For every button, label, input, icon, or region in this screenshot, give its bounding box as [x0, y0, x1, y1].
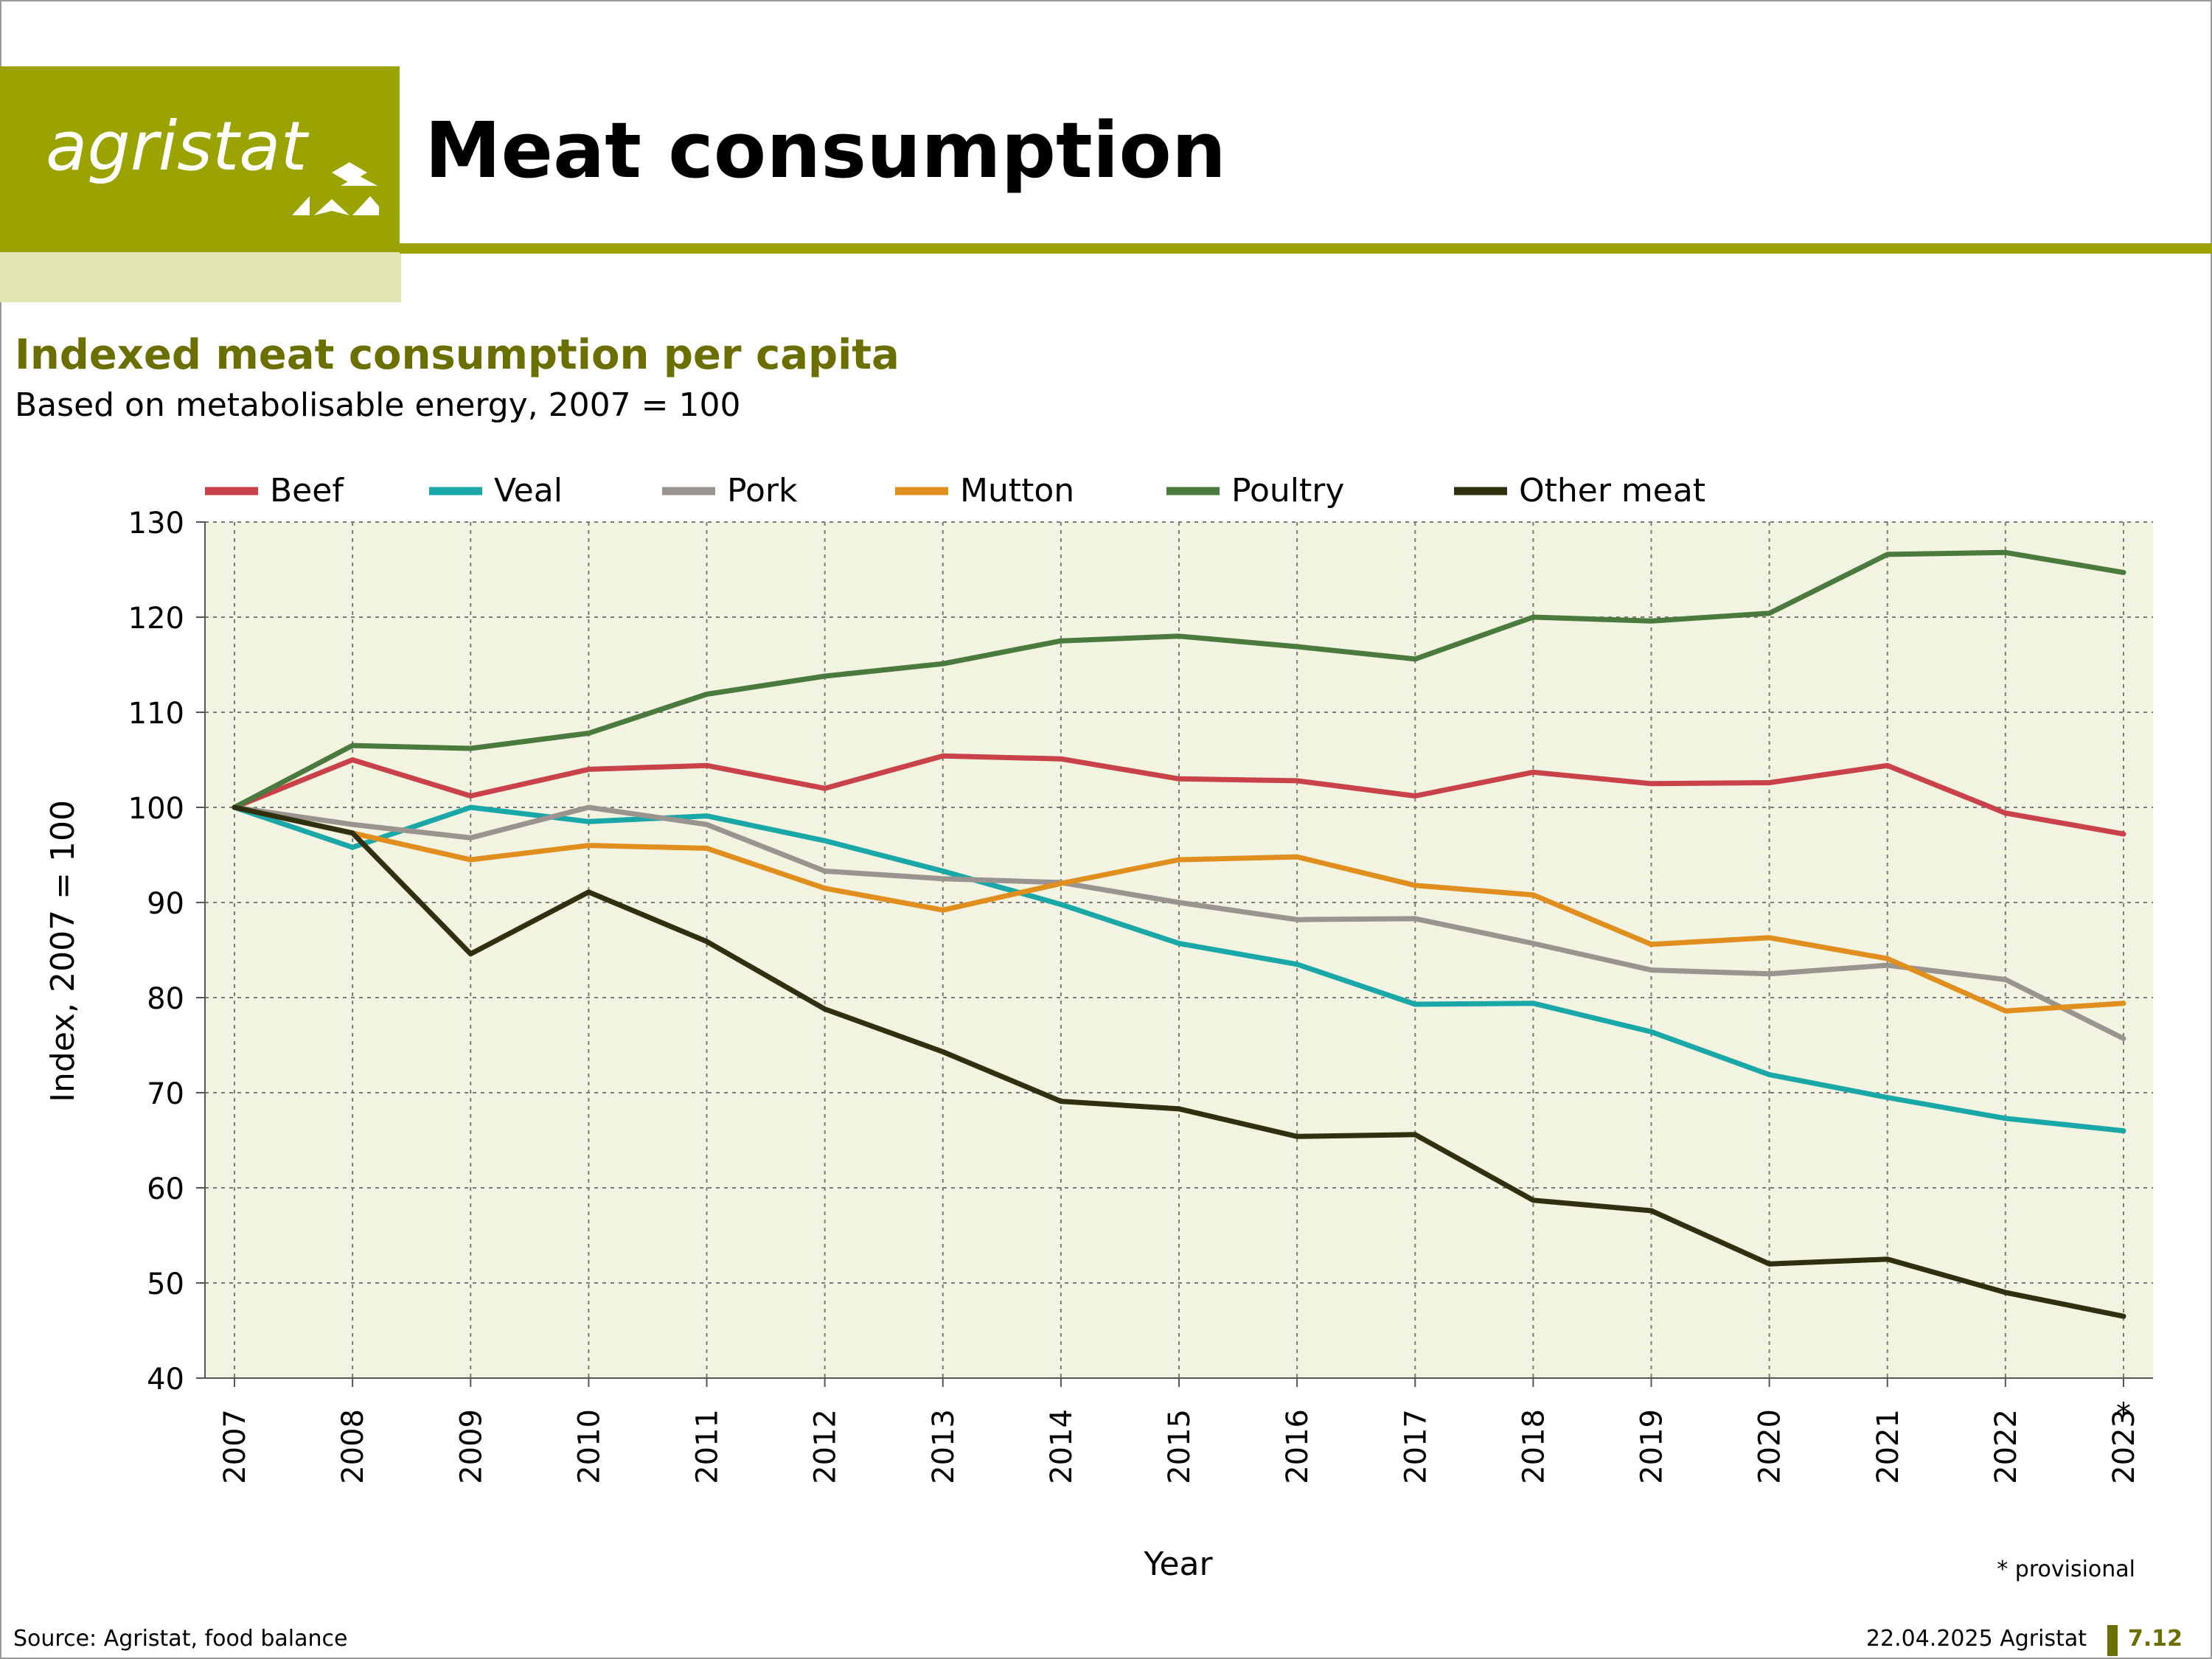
- y-tick-label-70: 70: [147, 1077, 184, 1111]
- legend-label-mutton: Mutton: [960, 472, 1074, 509]
- legend: Beef Veal Pork Mutton Poultry Other meat: [205, 472, 1705, 509]
- y-axis-label: Index, 2007 = 100: [44, 800, 82, 1102]
- x-tick-label-2023: 2023: [2107, 1409, 2141, 1484]
- chart-title: Indexed meat consumption per capita: [15, 331, 900, 379]
- x-tick-label-2012: 2012: [809, 1409, 843, 1484]
- agristat-logo: agristat: [46, 107, 310, 186]
- y-tick-label-60: 60: [147, 1172, 184, 1206]
- x-tick-label-2016: 2016: [1281, 1409, 1315, 1484]
- y-tick-label-40: 40: [147, 1363, 184, 1397]
- series-line-poultry: [232, 549, 2126, 810]
- header-rule: [400, 243, 2212, 254]
- x-tick-label-2010: 2010: [572, 1409, 606, 1484]
- x-tick-label-2007: 2007: [218, 1409, 252, 1484]
- page-title: Meat consumption: [425, 105, 1226, 195]
- page-number: 7.12: [2128, 1626, 2183, 1652]
- series-line-other-meat: [232, 804, 2126, 1319]
- gridlines: [205, 521, 2153, 1378]
- y-tick-label-90: 90: [147, 887, 184, 921]
- legend-label-beef: Beef: [270, 472, 344, 509]
- logo-mark-icon: [292, 162, 379, 215]
- y-tick-label-120: 120: [128, 602, 184, 636]
- series-lines: [232, 549, 2126, 1319]
- x-tick-label-2019: 2019: [1635, 1409, 1669, 1484]
- logo-underband: [0, 252, 401, 302]
- source-note: Source: Agristat, food balance: [13, 1626, 348, 1652]
- x-tick-label-2008: 2008: [336, 1409, 370, 1484]
- provisional-marker: *: [2116, 1397, 2131, 1431]
- y-axis-ticks: 40 50 60 70 80 90 100 110 120 130: [128, 507, 205, 1397]
- series-line-mutton: [232, 804, 2126, 1014]
- x-tick-label-2020: 2020: [1753, 1409, 1787, 1484]
- legend-label-poultry: Poultry: [1231, 472, 1344, 509]
- x-axis-label: Year: [1143, 1545, 1213, 1583]
- plot-area: [205, 522, 2153, 1378]
- chart-subtitle: Based on metabolisable energy, 2007 = 10…: [15, 386, 740, 424]
- y-tick-label-100: 100: [128, 792, 184, 826]
- x-tick-label-2021: 2021: [1871, 1409, 1905, 1484]
- footer-divider: [2107, 1625, 2118, 1656]
- series-line-beef: [232, 753, 2126, 837]
- x-tick-label-2011: 2011: [691, 1409, 725, 1484]
- date-org: 22.04.2025 Agristat: [1866, 1626, 2087, 1652]
- x-tick-label-2014: 2014: [1045, 1409, 1079, 1484]
- series-line-pork: [232, 804, 2126, 1041]
- x-tick-label-2013: 2013: [927, 1409, 961, 1484]
- x-tick-label-2018: 2018: [1517, 1409, 1551, 1484]
- legend-label-other-meat: Other meat: [1519, 472, 1705, 509]
- legend-label-pork: Pork: [727, 472, 798, 509]
- x-tick-label-2017: 2017: [1399, 1409, 1433, 1484]
- y-tick-label-50: 50: [147, 1267, 184, 1301]
- y-tick-label-130: 130: [128, 507, 184, 540]
- x-tick-label-2009: 2009: [454, 1409, 488, 1484]
- legend-label-veal: Veal: [494, 472, 563, 509]
- x-tick-label-2022: 2022: [1989, 1409, 2023, 1484]
- y-tick-label-110: 110: [128, 697, 184, 731]
- x-tick-label-2015: 2015: [1163, 1409, 1197, 1484]
- logo-panel: [0, 66, 400, 252]
- x-axis-ticks: 2007 2008 2009 2010 2011 2012 2013 2014 2015 2016…: [218, 1378, 2141, 1484]
- provisional-note: * provisional: [1997, 1557, 2135, 1582]
- y-tick-label-80: 80: [147, 982, 184, 1016]
